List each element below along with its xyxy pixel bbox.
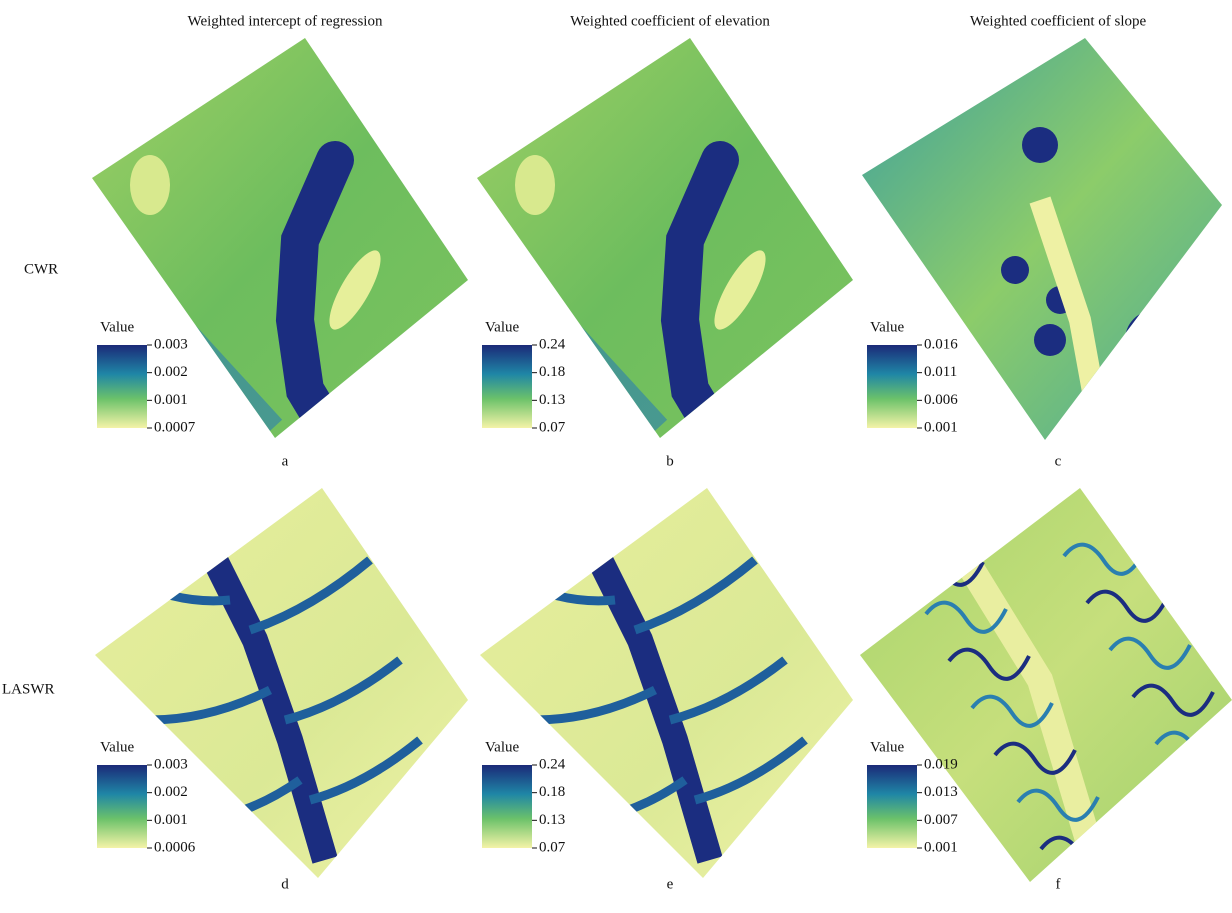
legend-label: 0.13 (539, 812, 565, 828)
colorbar (97, 345, 147, 428)
map-panel (480, 488, 853, 878)
ridge (130, 155, 170, 215)
blob (1001, 256, 1029, 284)
legend-title: Value (870, 319, 904, 335)
row-label: CWR (24, 261, 58, 277)
legend-title: Value (100, 319, 134, 335)
row-label: LASWR (2, 681, 55, 697)
column-title: Weighted intercept of regression (188, 13, 383, 29)
legend-label: 0.006 (924, 392, 958, 408)
legend-label: 0.24 (539, 336, 566, 352)
column-title: Weighted coefficient of slope (970, 13, 1147, 29)
legend-label: 0.07 (539, 839, 566, 855)
legend-label: 0.0006 (154, 839, 196, 855)
blob (1022, 127, 1058, 163)
panel-letter: f (1056, 876, 1061, 892)
panel-letter: c (1055, 453, 1062, 469)
legend-label: 0.001 (924, 419, 958, 435)
ridge (515, 155, 555, 215)
column-title: Weighted coefficient of elevation (570, 13, 770, 29)
streak (905, 534, 985, 563)
panel-letter: b (666, 453, 674, 469)
legend-label: 0.24 (539, 756, 566, 772)
legend-label: 0.013 (924, 784, 958, 800)
legend-label: 0.003 (154, 756, 188, 772)
legend-label: 0.001 (924, 839, 958, 855)
legend-title: Value (485, 739, 519, 755)
legend-title: Value (485, 319, 519, 335)
panel-letter: a (282, 453, 289, 469)
legend-label: 0.18 (539, 784, 565, 800)
legend-label: 0.002 (154, 364, 188, 380)
map-area (477, 38, 853, 438)
panel-letter: e (667, 876, 674, 892)
colorbar (97, 765, 147, 848)
legend-label: 0.003 (154, 336, 188, 352)
colorbar (482, 345, 532, 428)
map-panel (92, 38, 468, 440)
streak (880, 509, 960, 538)
legend-title: Value (870, 739, 904, 755)
colorbar (867, 765, 917, 848)
legend-label: 0.002 (154, 784, 188, 800)
legend-label: 0.011 (924, 364, 957, 380)
blob (1034, 324, 1066, 356)
legend-label: 0.019 (924, 756, 958, 772)
panel-letter: d (281, 876, 289, 892)
legend-label: 0.18 (539, 364, 565, 380)
legend-label: 0.016 (924, 336, 958, 352)
legend-label: 0.001 (154, 812, 188, 828)
streak (1179, 780, 1232, 809)
legend-label: 0.007 (924, 812, 958, 828)
colorbar (482, 765, 532, 848)
figure: Weighted intercept of regression Weighted… (0, 0, 1232, 913)
map-panel (95, 488, 468, 878)
legend-label: 0.001 (154, 392, 188, 408)
streak (903, 556, 983, 585)
legend-label: 0.13 (539, 392, 565, 408)
colorbar (867, 345, 917, 428)
blob (1125, 310, 1185, 370)
map-area (92, 38, 468, 438)
legend-label: 0.07 (539, 419, 566, 435)
legend-label: 0.0007 (154, 419, 196, 435)
map-panel (477, 38, 853, 440)
legend-title: Value (100, 739, 134, 755)
